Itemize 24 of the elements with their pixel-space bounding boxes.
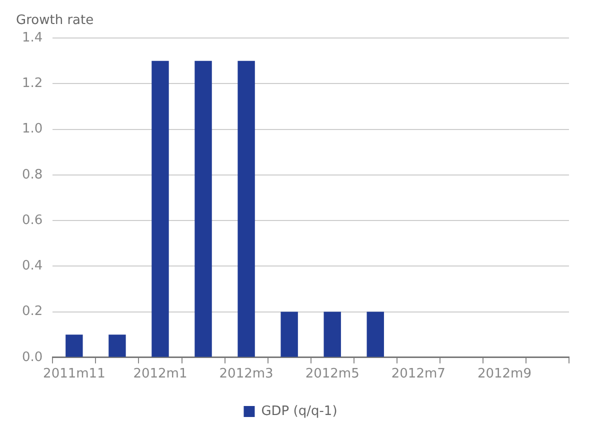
y-tick-label: 0.6 (22, 212, 43, 228)
bar (238, 60, 255, 357)
y-tick-label: 0.0 (22, 350, 43, 365)
bar (366, 312, 384, 357)
x-tick-label: 2012m1 (133, 366, 188, 382)
x-tick-label: 2012m9 (477, 366, 532, 382)
y-tick-label: 0.4 (22, 258, 43, 274)
x-tick-label: 2012m7 (391, 366, 446, 382)
y-tick-label: 1.4 (22, 30, 43, 46)
x-tick-label: 2012m5 (305, 366, 360, 382)
bar (108, 334, 126, 357)
legend-label: GDP (q/q-1) (261, 404, 338, 419)
x-tick-label: 2011m11 (43, 366, 106, 382)
bar (280, 312, 298, 357)
x-tick-label: 2012m3 (219, 366, 274, 382)
bar (152, 60, 169, 357)
y-tick-label: 0.8 (22, 167, 43, 182)
bar (194, 60, 212, 357)
y-axis-title: Growth rate (16, 12, 94, 28)
y-tick-label: 1.0 (22, 122, 43, 137)
y-tick-label: 0.2 (22, 304, 43, 320)
y-tick-label: 1.2 (22, 76, 43, 92)
bar (66, 334, 83, 357)
bar (324, 312, 341, 357)
